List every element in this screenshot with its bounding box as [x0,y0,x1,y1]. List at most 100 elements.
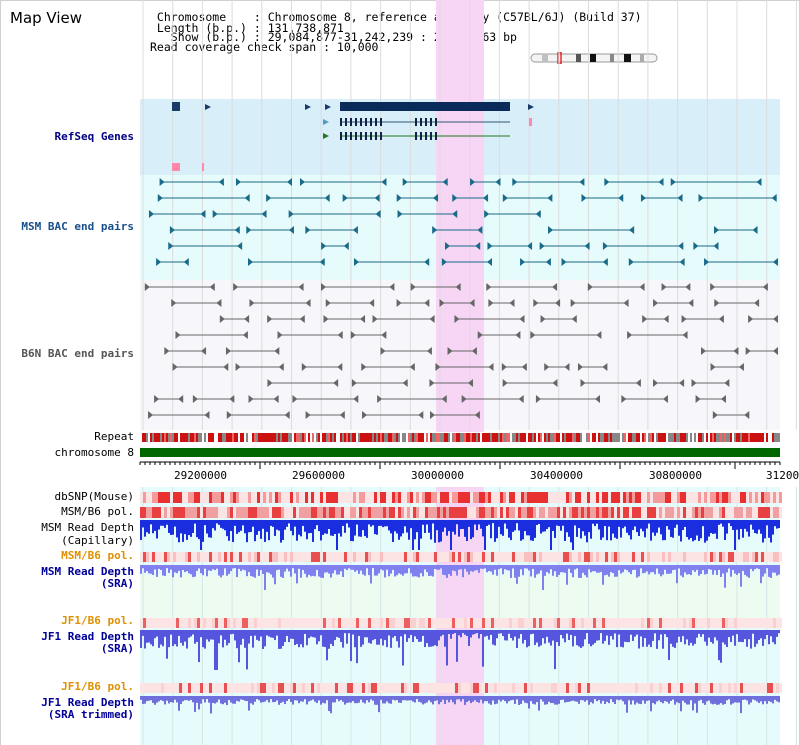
polymorphism-cell [368,507,371,518]
polymorphism-cell [548,552,551,562]
polymorphism-cell [323,683,326,693]
polymorphism-cell [728,507,731,518]
read-depth-bar [756,520,758,534]
repeat-cell [600,433,602,442]
b6n-bac-pair-end [305,299,311,307]
read-depth-bar [304,696,306,700]
repeat-cell [492,433,494,442]
polymorphism-cell [437,492,440,503]
repeat-cell [564,433,566,442]
polymorphism-cell [707,492,710,503]
repeat-cell [282,433,284,442]
read-depth-bar [484,565,486,569]
read-depth-bar [232,630,234,634]
read-depth-bar [614,565,616,577]
repeat-cell [476,433,478,442]
polymorphism-cell [494,618,497,628]
b6n-bac-pair-end [277,331,283,339]
polymorphism-cell [227,507,230,518]
b6n-bac-pair-end [409,363,415,371]
polymorphism-cell [710,618,713,628]
b6n-bac-pair-end [454,315,460,323]
msm-bac-pair-end [487,258,493,266]
read-depth-bar [432,630,434,647]
polymorphism-cell [773,683,776,693]
polymorphism-cell [719,492,722,503]
read-depth-bar [502,630,504,637]
read-depth-bar [612,696,614,703]
msm-bac-pair-end [148,210,154,218]
read-depth-bar [198,520,200,540]
read-depth-bar [212,630,214,640]
read-depth-bar [400,520,402,537]
gene-arrow [528,104,534,110]
read-depth-bar [748,696,750,705]
read-depth-bar [142,520,144,528]
repeat-cell [284,433,286,442]
repeat-cell [438,433,440,442]
read-depth-bar [382,630,384,646]
read-depth-bar [712,520,714,534]
read-depth-bar [486,630,488,636]
repeat-cell [648,433,650,442]
read-depth-bar [244,520,246,534]
msm-bac-pair-end [520,258,526,266]
exon [430,132,432,140]
marker [529,118,532,126]
polymorphism-cell [152,552,155,562]
read-depth-bar [288,630,290,643]
read-depth-bar [402,565,404,576]
chromosome-ideogram[interactable] [528,52,662,64]
polymorphism-cell [353,552,356,562]
read-depth-bar [354,696,356,704]
read-depth-bar [370,696,372,700]
read-depth-bar [754,565,756,570]
repeat-cell [278,433,280,442]
b6n-bac-pair-end [216,299,222,307]
polymorphism-cell [143,552,146,562]
b6n-bac-pair-end [439,299,445,307]
chromosome-label: chromosome 8 [54,446,134,459]
msm-b6-pol-label: MSM/B6 pol. [61,505,134,518]
msm-bac-pair-end [773,258,778,266]
polymorphism-cell [329,552,332,562]
polymorphism-cell [218,552,221,562]
read-depth-bar [692,630,694,646]
polymorphism-cell [143,683,146,693]
polymorphism-cell [377,618,380,628]
read-depth-bar [248,630,250,644]
polymorphism-cell [197,683,200,693]
read-depth-bar [174,696,176,700]
polymorphism-cell [743,683,746,693]
read-depth-bar [386,696,388,702]
polymorphism-cell [548,618,551,628]
repeat-cell [166,433,168,442]
polymorphism-cell [167,683,170,693]
polymorphism-cell [368,618,371,628]
read-depth-bar [494,696,496,705]
read-depth-bar [358,520,360,537]
repeat-cell [238,433,240,442]
read-depth-bar [344,565,346,569]
polymorphism-cell [674,618,677,628]
exon [435,118,437,126]
polymorphism-cell [215,507,218,518]
b6n-bac-pair-end [353,395,359,403]
read-depth-bar [668,565,670,574]
read-depth-bar [454,696,456,705]
read-depth-bar [282,520,284,540]
read-depth-bar [674,630,676,648]
read-depth-bar [322,630,324,647]
read-depth-bar [758,520,760,530]
read-depth-bar [452,630,454,635]
read-depth-bar [290,520,292,531]
repeat-cell [454,433,456,442]
repeat-cell [264,433,266,442]
read-depth-bar [506,520,508,529]
read-depth-bar [248,565,250,573]
read-depth-bar [672,630,674,647]
polymorphism-cell [353,618,356,628]
read-depth-bar [374,565,376,576]
read-depth-bar [238,565,240,569]
